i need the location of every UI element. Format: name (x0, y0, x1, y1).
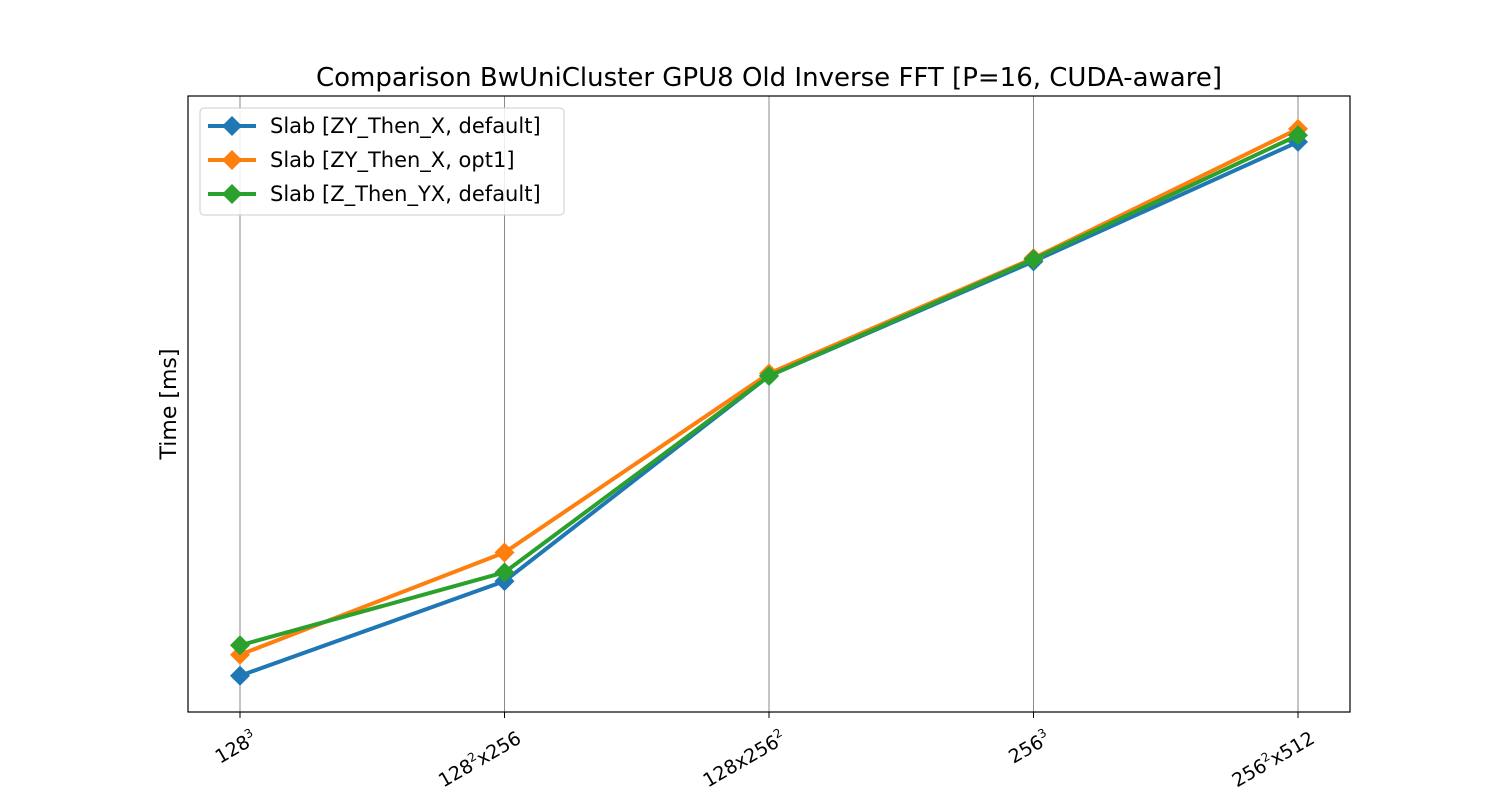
x-tick-label: 2563 (1004, 726, 1054, 769)
legend-label: Slab [ZY_Then_X, default] (270, 114, 541, 139)
data-point (1023, 249, 1044, 270)
legend-entry: Slab [Z_Then_YX, default] (208, 182, 541, 207)
x-tick-label: 128x2562 (698, 726, 789, 792)
legend-marker (222, 184, 242, 204)
data-point (1288, 125, 1308, 146)
legend-box (199, 107, 565, 216)
y-axis-label: Time [ms] (157, 349, 182, 461)
legend-label: Slab [ZY_Then_X, opt1] (270, 148, 515, 173)
data-point (759, 365, 779, 386)
chart-title: Comparison BwUniCluster GPU8 Old Inverse… (316, 63, 1222, 93)
x-axis-ticks: 1283 1282x256 128x2562 2563 2562x512 (210, 712, 1319, 792)
x-tick-label: 2562x512 (1227, 726, 1318, 792)
legend-marker (222, 116, 242, 136)
x-tick-label: 1283 (210, 726, 260, 769)
series-layer (230, 118, 1308, 686)
series-3 (230, 125, 1308, 656)
legend-entry: Slab [ZY_Then_X, opt1] (208, 148, 515, 173)
data-point (494, 562, 515, 583)
data-point (494, 542, 515, 563)
data-point (230, 635, 250, 656)
legend: Slab [ZY_Then_X, default] Slab [ZY_Then_X… (199, 107, 565, 216)
data-point (230, 665, 250, 686)
x-tick-label: 1282x256 (434, 726, 525, 792)
legend-marker (222, 150, 242, 170)
legend-label: Slab [Z_Then_YX, default] (270, 182, 541, 207)
legend-entry: Slab [ZY_Then_X, default] (208, 114, 541, 139)
